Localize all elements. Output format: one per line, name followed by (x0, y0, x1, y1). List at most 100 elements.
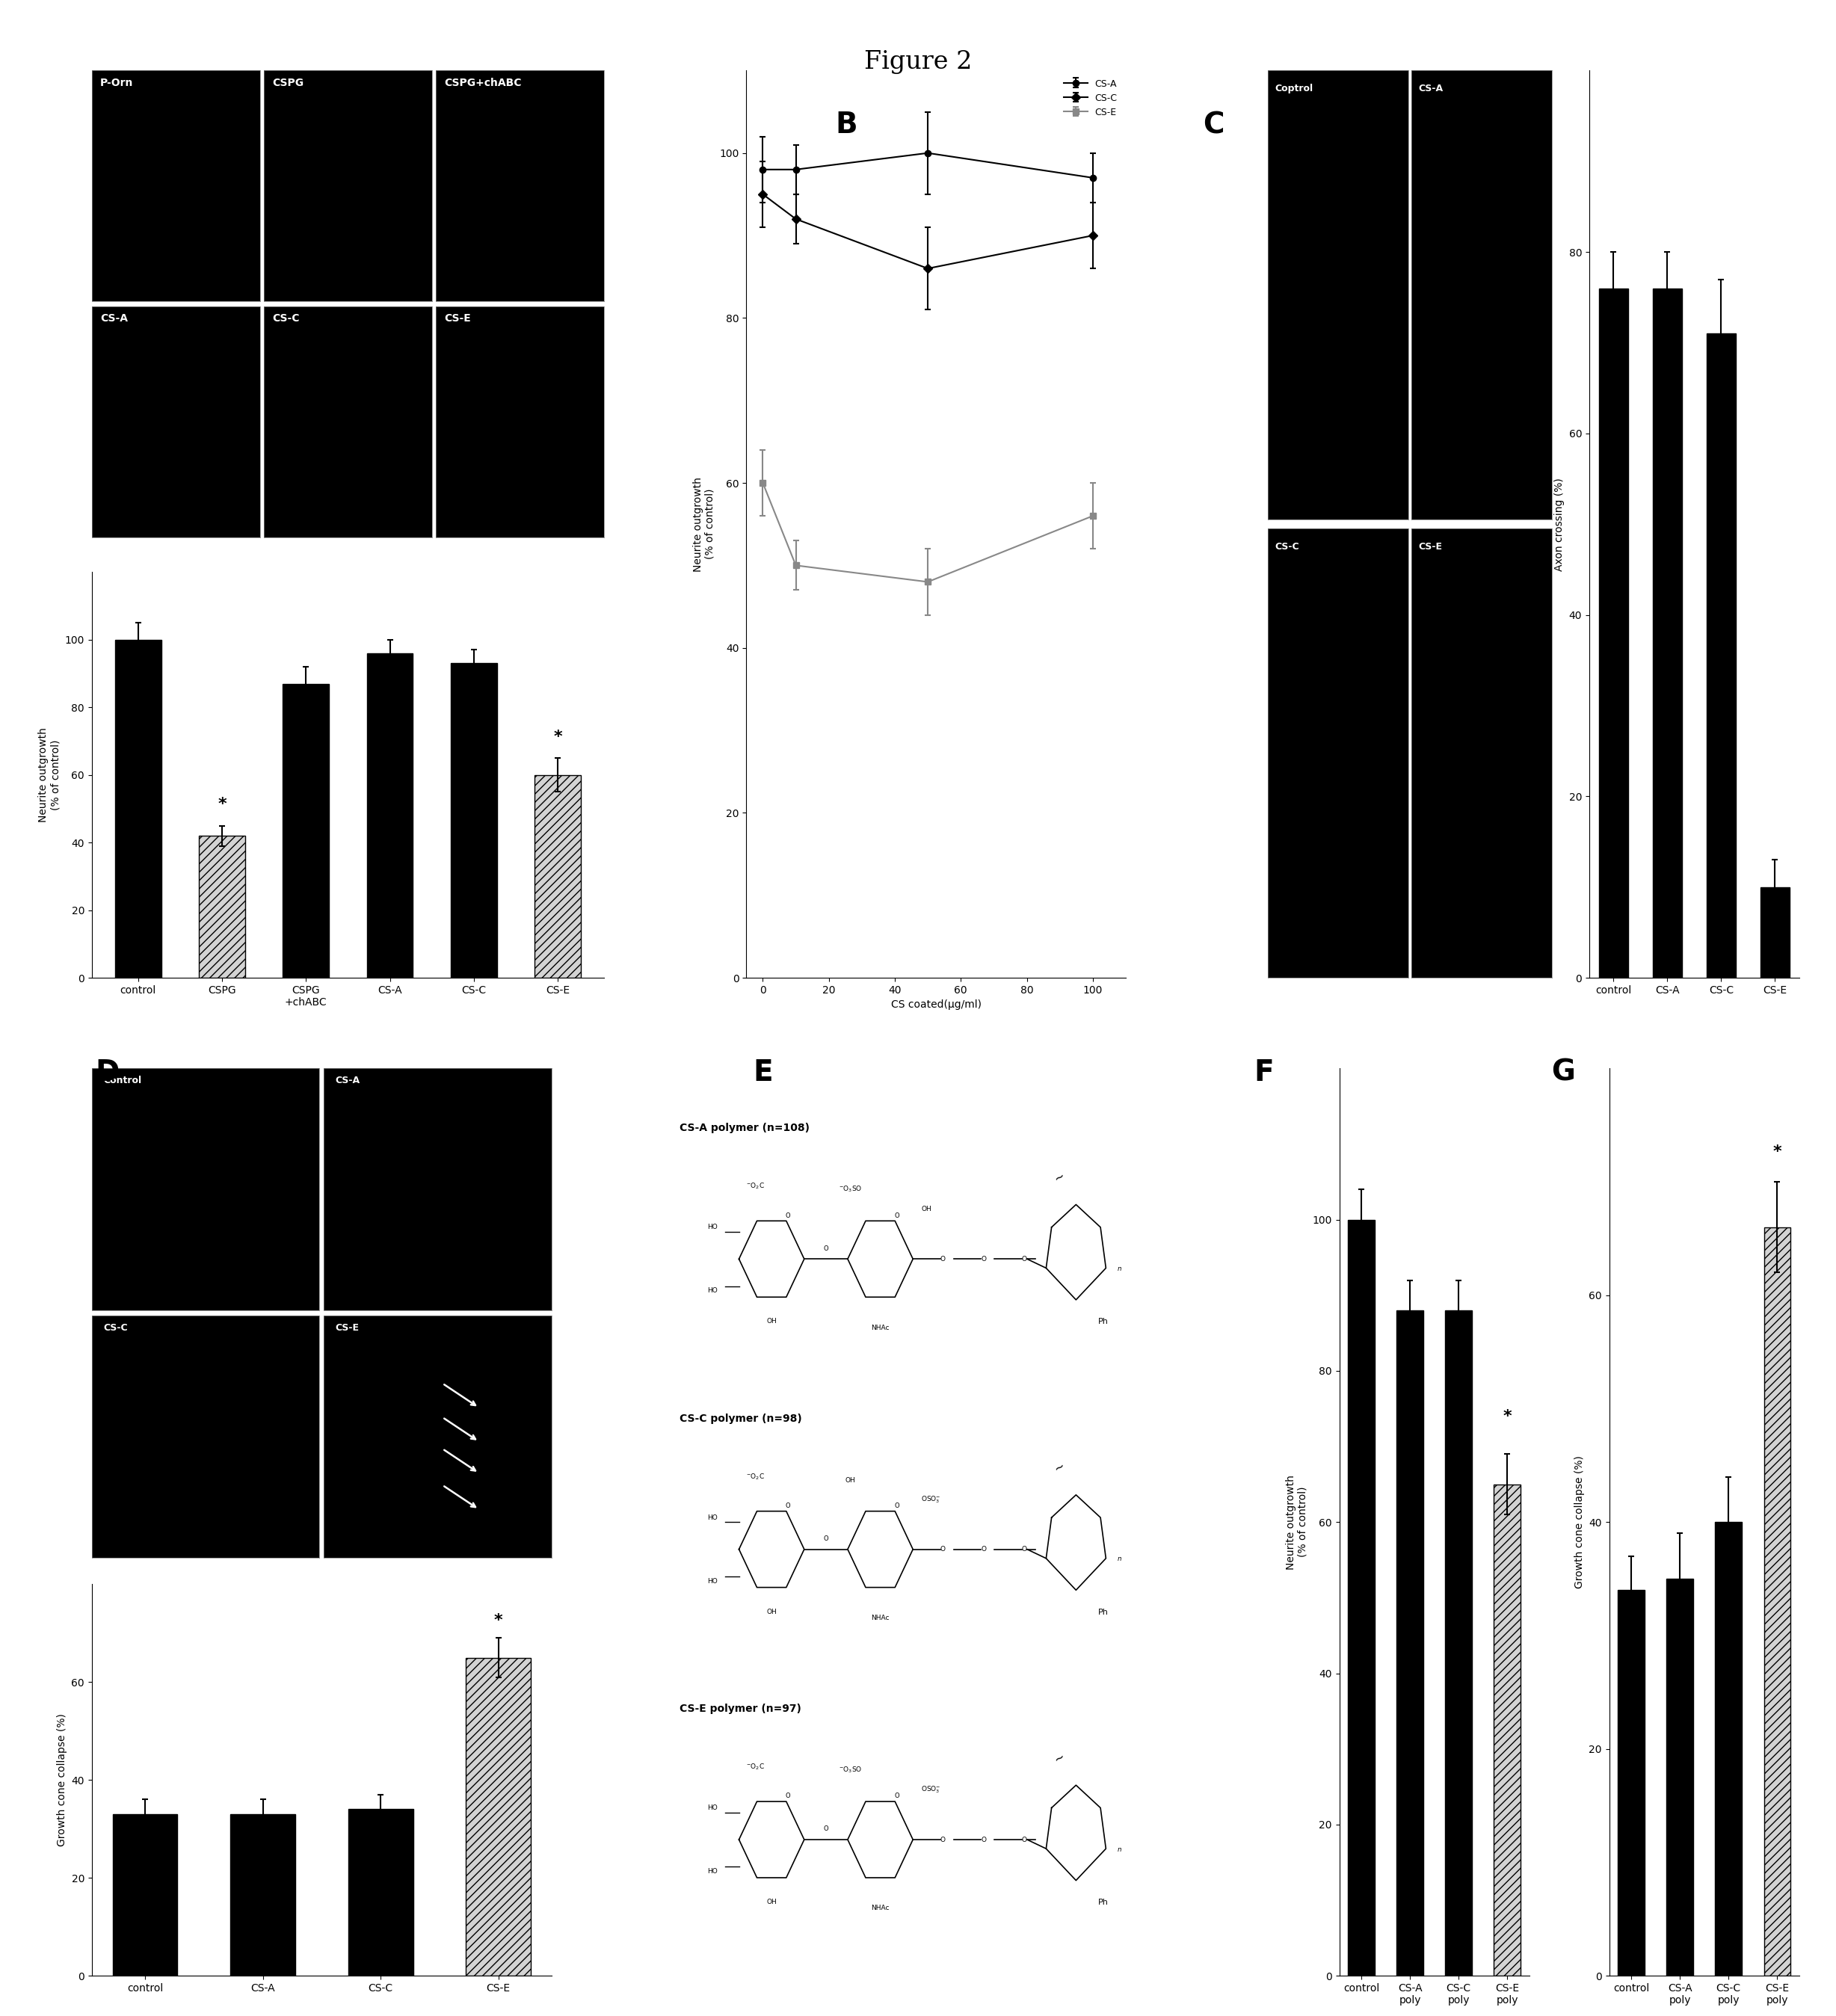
Text: OH: OH (845, 1478, 856, 1484)
Bar (231, 1814, 296, 1976)
X-axis label: CS coated(μg/ml): CS coated(μg/ml) (890, 1000, 980, 1010)
Text: A: A (95, 111, 118, 139)
Text: CS-C polymer (n=98): CS-C polymer (n=98) (679, 1413, 802, 1423)
Text: O: O (940, 1837, 946, 1843)
Text: D: D (95, 1058, 119, 1087)
Text: HO: HO (707, 1804, 718, 1810)
Text: O: O (824, 1246, 828, 1252)
Text: Control: Control (103, 1077, 141, 1085)
Text: *: * (218, 796, 226, 812)
Text: OH: OH (766, 1609, 777, 1615)
Bar (1715, 1522, 1742, 1976)
Text: Coptrol: Coptrol (1274, 85, 1313, 95)
Bar (450, 663, 498, 978)
Text: $_n$: $_n$ (1116, 1264, 1122, 1272)
Text: NHAc: NHAc (870, 1905, 889, 1911)
Y-axis label: Neurite outgrowth
(% of control): Neurite outgrowth (% of control) (1285, 1474, 1309, 1570)
Text: O: O (894, 1502, 900, 1510)
Text: HO: HO (707, 1224, 718, 1230)
Text: HO: HO (707, 1514, 718, 1520)
Bar (1764, 1228, 1790, 1976)
Text: *: * (1504, 1409, 1511, 1423)
Text: ~: ~ (1052, 1750, 1067, 1766)
Bar (1599, 288, 1629, 978)
Text: CS-E: CS-E (1419, 542, 1443, 552)
Text: Ph: Ph (1098, 1609, 1109, 1615)
Bar (1706, 335, 1737, 978)
Text: Figure 2: Figure 2 (865, 50, 971, 75)
Text: $^{-}$O$_2$C: $^{-}$O$_2$C (745, 1762, 764, 1772)
Text: ~: ~ (1052, 1169, 1067, 1185)
Bar (1667, 1579, 1693, 1976)
Text: O: O (824, 1536, 828, 1542)
Text: Ph: Ph (1098, 1318, 1109, 1325)
Text: O: O (980, 1837, 986, 1843)
Bar (1445, 1310, 1472, 1976)
Bar (116, 639, 162, 978)
Text: O: O (1023, 1256, 1026, 1262)
Text: O: O (940, 1256, 946, 1262)
Bar (1652, 288, 1682, 978)
Y-axis label: Growth cone collapse (%): Growth cone collapse (%) (57, 1714, 68, 1847)
Text: O: O (980, 1256, 986, 1262)
Text: OSO$_3^{-}$: OSO$_3^{-}$ (922, 1494, 942, 1504)
Bar (112, 1814, 178, 1976)
Text: O: O (824, 1826, 828, 1833)
Text: $^{-}$O$_3$SO: $^{-}$O$_3$SO (839, 1764, 863, 1774)
Bar (1348, 1220, 1375, 1976)
Bar (283, 683, 329, 978)
Text: HO: HO (707, 1869, 718, 1875)
Bar (349, 1808, 413, 1976)
Text: OH: OH (766, 1318, 777, 1325)
Text: CS-A: CS-A (1419, 85, 1443, 95)
Text: B: B (835, 111, 857, 139)
Text: O: O (786, 1502, 789, 1510)
Legend: CS-A, CS-C, CS-E: CS-A, CS-C, CS-E (1061, 75, 1122, 121)
Text: P-Orn: P-Orn (101, 77, 134, 89)
Text: O: O (940, 1546, 946, 1552)
Text: O: O (1023, 1546, 1026, 1552)
Text: CSPG+chABC: CSPG+chABC (444, 77, 521, 89)
Y-axis label: Neurite outgrowth
(% of control): Neurite outgrowth (% of control) (692, 476, 716, 573)
Text: ~: ~ (1052, 1460, 1067, 1476)
Text: NHAc: NHAc (870, 1615, 889, 1621)
Bar (466, 1657, 531, 1976)
Text: CS-C: CS-C (272, 312, 299, 323)
Bar (198, 837, 246, 978)
Bar (1761, 887, 1790, 978)
Text: $_n$: $_n$ (1116, 1845, 1122, 1853)
Text: O: O (980, 1546, 986, 1552)
Text: HO: HO (707, 1288, 718, 1294)
Y-axis label: Axon crossing (%): Axon crossing (%) (1555, 478, 1564, 571)
Text: HO: HO (707, 1579, 718, 1585)
Text: C: C (1203, 111, 1225, 139)
Text: G: G (1551, 1058, 1575, 1087)
Text: O: O (786, 1792, 789, 1800)
Text: CS-E: CS-E (444, 312, 470, 323)
Text: *: * (494, 1613, 503, 1629)
Bar (367, 653, 413, 978)
Text: F: F (1254, 1058, 1274, 1087)
Text: E: E (753, 1058, 773, 1087)
Text: *: * (553, 730, 562, 744)
Text: CS-E polymer (n=97): CS-E polymer (n=97) (679, 1704, 800, 1714)
Text: OSO$_3^{-}$: OSO$_3^{-}$ (922, 1784, 942, 1794)
Text: $^{-}$O$_3$SO: $^{-}$O$_3$SO (839, 1183, 863, 1193)
Text: CSPG: CSPG (272, 77, 303, 89)
Text: CS-C: CS-C (1274, 542, 1300, 552)
Text: CS-A: CS-A (101, 312, 129, 323)
Text: CS-A polymer (n=108): CS-A polymer (n=108) (679, 1123, 810, 1133)
Text: NHAc: NHAc (870, 1325, 889, 1331)
Text: CS-A: CS-A (336, 1077, 360, 1085)
Y-axis label: Growth cone collapse (%): Growth cone collapse (%) (1573, 1456, 1584, 1589)
Text: OH: OH (766, 1899, 777, 1905)
Text: $_n$: $_n$ (1116, 1554, 1122, 1562)
Text: O: O (786, 1212, 789, 1220)
Text: O: O (894, 1212, 900, 1220)
Text: OH: OH (922, 1206, 931, 1212)
Text: CS-C: CS-C (103, 1322, 127, 1333)
Text: $^{-}$O$_2$C: $^{-}$O$_2$C (745, 1472, 764, 1482)
Bar (1495, 1484, 1520, 1976)
Text: $^{-}$O$_2$C: $^{-}$O$_2$C (745, 1181, 764, 1191)
Text: O: O (1023, 1837, 1026, 1843)
